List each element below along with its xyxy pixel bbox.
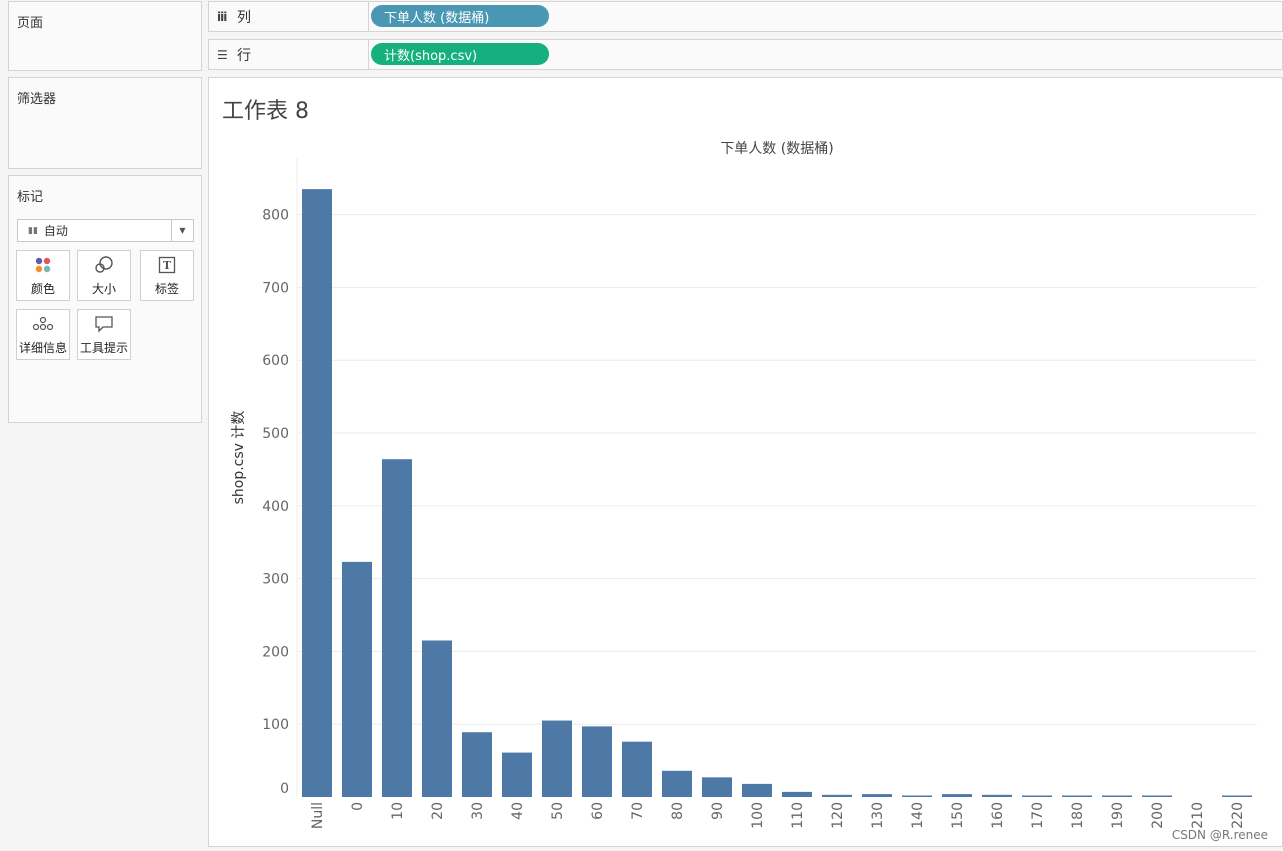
- bar: [622, 741, 652, 797]
- x-tick-label: 210: [1190, 802, 1206, 829]
- mark-type-label: 自动: [43, 224, 68, 238]
- tooltip-button[interactable]: 工具提示: [77, 309, 131, 360]
- bar: [702, 777, 732, 797]
- marks-panel: 标记 ▮▮ 自动 ▼ 颜色 大小 T: [8, 175, 202, 423]
- y-tick-label: 700: [262, 280, 289, 296]
- bar: [742, 783, 772, 797]
- y-tick-label: 800: [262, 208, 289, 224]
- bar: [1062, 795, 1092, 797]
- x-tick-label: 90: [710, 802, 726, 820]
- bar: [462, 732, 492, 797]
- color-button[interactable]: 颜色: [16, 250, 70, 301]
- x-tick-label: 0: [350, 802, 366, 811]
- bar: [342, 561, 372, 797]
- detail-icon: [32, 313, 54, 335]
- detail-label: 详细信息: [18, 341, 67, 355]
- y-tick-label: 600: [262, 353, 289, 369]
- x-tick-label: Null: [310, 802, 326, 829]
- bar: [662, 770, 692, 797]
- bar: [1142, 795, 1172, 797]
- bar: [982, 794, 1012, 797]
- label-button[interactable]: T 标签: [140, 250, 194, 301]
- detail-button[interactable]: 详细信息: [16, 309, 70, 360]
- x-tick-label: 60: [590, 802, 606, 820]
- size-label: 大小: [91, 282, 116, 296]
- x-tick-label: 200: [1150, 802, 1166, 829]
- columns-pill[interactable]: 下单人数 (数据桶): [371, 5, 549, 27]
- columns-shelf[interactable]: iii 列 下单人数 (数据桶): [208, 1, 1283, 32]
- columns-label: 列: [237, 9, 251, 26]
- bar-chart-icon: ▮▮: [28, 225, 38, 236]
- label-icon: T: [156, 254, 178, 276]
- bar: [582, 726, 612, 797]
- filters-panel[interactable]: 筛选器: [8, 77, 202, 169]
- bar: [502, 752, 532, 797]
- rows-label: 行: [237, 47, 251, 64]
- rows-pill[interactable]: 计数(shop.csv): [371, 43, 549, 65]
- x-tick-label: 140: [910, 802, 926, 829]
- bar: [902, 795, 932, 797]
- marks-title: 标记: [17, 190, 44, 205]
- columns-icon: iii: [217, 9, 227, 24]
- rows-shelf-label: ☰ 行: [209, 40, 369, 69]
- bar: [302, 189, 332, 797]
- y-axis-title: shop.csv 计数: [231, 411, 247, 505]
- filters-title: 筛选器: [17, 92, 57, 107]
- y-tick-label: 500: [262, 426, 289, 442]
- x-tick-label: 10: [390, 802, 406, 820]
- columns-shelf-label: iii 列: [209, 2, 369, 31]
- x-tick-label: 80: [670, 802, 686, 820]
- sheet-title: 工作表 8: [222, 99, 309, 124]
- bar: [1102, 795, 1132, 797]
- tooltip-label: 工具提示: [79, 341, 128, 355]
- watermark: CSDN @R.renee: [1171, 828, 1268, 842]
- x-tick-label: 50: [550, 802, 566, 820]
- bar: [422, 640, 452, 797]
- x-tick-label: 100: [750, 802, 766, 829]
- y-tick-label: 0: [280, 781, 289, 797]
- x-tick-label: 220: [1230, 802, 1246, 829]
- bar: [542, 720, 572, 797]
- label-label: 标签: [154, 282, 179, 296]
- color-label: 颜色: [30, 282, 55, 296]
- x-tick-label: 30: [470, 802, 486, 820]
- x-tick-label: 160: [990, 802, 1006, 829]
- chart-header: 下单人数 (数据桶): [720, 141, 833, 157]
- bar: [822, 794, 852, 797]
- x-tick-label: 180: [1070, 802, 1086, 829]
- x-tick-label: 120: [830, 802, 846, 829]
- mark-type-dropdown[interactable]: ▮▮ 自动 ▼: [17, 219, 194, 242]
- x-tick-label: 150: [950, 802, 966, 829]
- x-tick-label: 170: [1030, 802, 1046, 829]
- rows-icon: ☰: [217, 47, 228, 62]
- chevron-down-icon[interactable]: ▼: [171, 220, 193, 241]
- tooltip-icon: [93, 313, 115, 335]
- pages-title: 页面: [17, 16, 44, 31]
- bar: [382, 459, 412, 797]
- x-tick-label: 110: [790, 802, 806, 829]
- y-tick-label: 100: [262, 717, 289, 733]
- bar: [782, 791, 812, 797]
- bar: [1022, 795, 1052, 797]
- x-tick-label: 190: [1110, 802, 1126, 829]
- y-tick-label: 300: [262, 572, 289, 588]
- size-button[interactable]: 大小: [77, 250, 131, 301]
- svg-text:T: T: [163, 259, 172, 272]
- y-tick-label: 200: [262, 644, 289, 660]
- x-tick-label: 70: [630, 802, 646, 820]
- bar: [862, 794, 892, 797]
- bar: [1222, 795, 1252, 797]
- y-tick-label: 400: [262, 499, 289, 515]
- color-icon: [32, 254, 54, 276]
- x-tick-label: 130: [870, 802, 886, 829]
- rows-shelf[interactable]: ☰ 行 计数(shop.csv): [208, 39, 1283, 70]
- pages-panel[interactable]: 页面: [8, 1, 202, 71]
- x-tick-label: 40: [510, 802, 526, 820]
- size-icon: [93, 254, 115, 276]
- bar: [942, 794, 972, 797]
- worksheet-view: 工作表 8 0 100 200 300 400 500 600 700 800 下单人数 (数据桶…: [208, 77, 1283, 847]
- x-tick-label: 20: [430, 802, 446, 820]
